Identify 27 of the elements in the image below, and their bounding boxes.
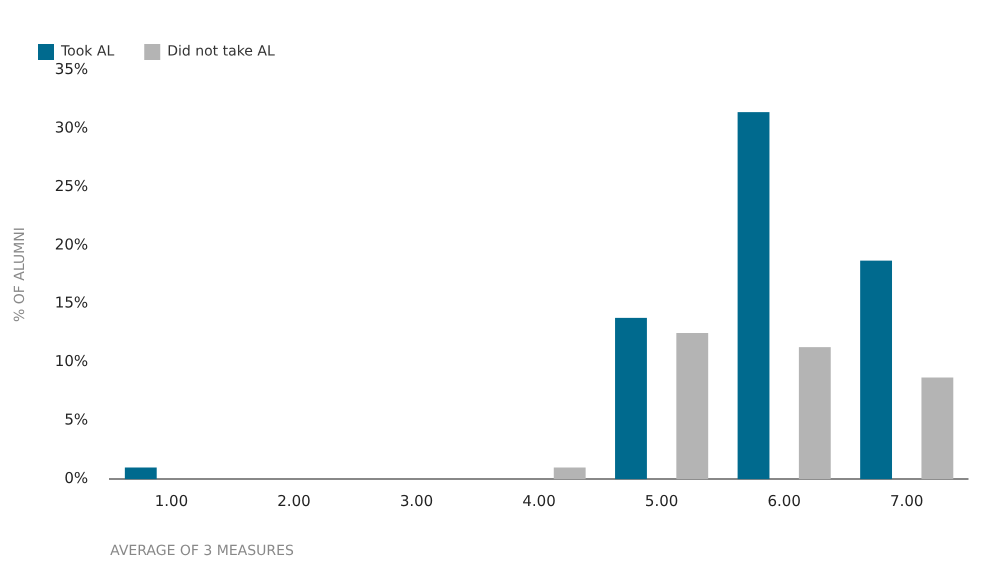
y-tick-label: 30% [54,118,88,136]
x-axis-title: AVERAGE OF 3 MEASURES [110,543,294,560]
x-tick-label: 3.00 [400,492,434,510]
bar [798,347,831,480]
legend-label: Took AL [60,44,114,60]
bar [738,112,770,480]
y-tick-label: 20% [54,235,88,254]
y-axis-title: % OF ALUMNI [12,227,28,322]
bar [860,260,892,480]
x-tick-label: 5.00 [644,492,678,510]
legend-label: Did not take AL [167,44,275,60]
x-tick-label: 2.00 [277,492,311,510]
x-tick-label: 6.00 [767,492,801,510]
y-tick-label: 5% [64,410,88,429]
bar [124,468,157,480]
x-tick-label: 7.00 [890,492,924,510]
bar [676,333,708,480]
bar [615,318,647,480]
bar [921,377,954,480]
y-tick-label: 35% [54,60,88,78]
x-tick-label: 4.00 [522,492,556,510]
bar [554,468,586,480]
y-tick-label: 25% [54,176,88,195]
y-tick-label: 10% [54,352,88,370]
x-tick-label: 1.00 [154,492,188,510]
y-tick-label: 0% [64,469,88,488]
y-tick-label: 15% [54,294,88,312]
